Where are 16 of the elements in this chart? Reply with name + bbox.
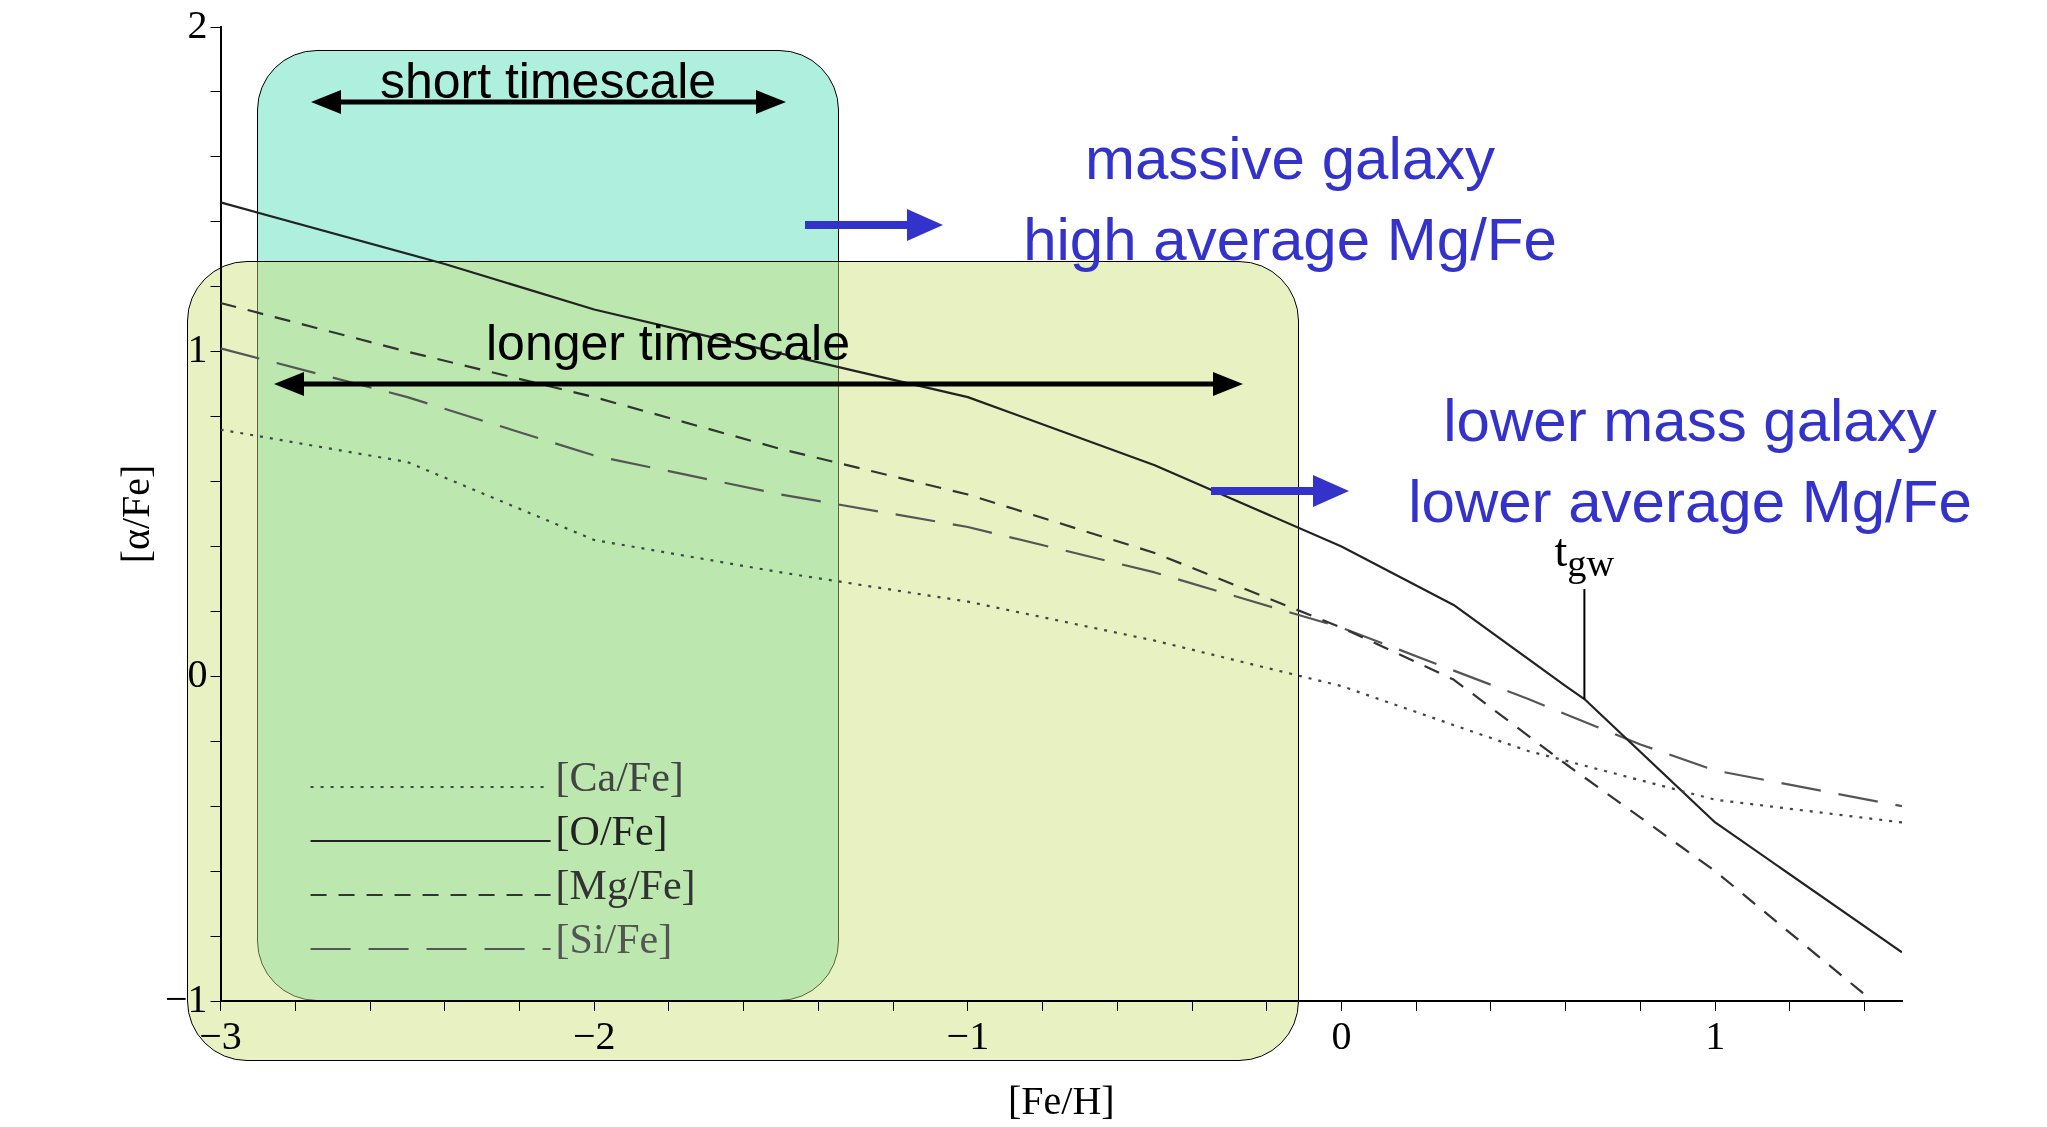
y-tick-label: 2	[187, 1, 208, 47]
x-tick-label: −2	[572, 1012, 616, 1058]
annotation: short timescale	[379, 52, 717, 111]
text: [Mg/Fe]	[555, 862, 696, 909]
x-tick-label: 1	[1705, 1012, 1726, 1058]
x-tick-label: −1	[946, 1012, 990, 1058]
x-tick-label: 0	[1331, 1012, 1352, 1058]
y-tick-label: 1	[187, 326, 208, 372]
text: [O/Fe]	[555, 808, 668, 855]
x-axis-title: [Fe/H]	[1007, 1077, 1115, 1123]
x-tick-label: −3	[199, 1012, 242, 1058]
text: [Si/Fe]	[555, 916, 673, 963]
y-tick-label: 0	[187, 650, 208, 696]
y-axis-title: [α/Fe]	[112, 464, 158, 564]
annotation: massive galaxy high average Mg/Fe	[1023, 124, 1557, 275]
text: [Ca/Fe]	[555, 754, 684, 801]
